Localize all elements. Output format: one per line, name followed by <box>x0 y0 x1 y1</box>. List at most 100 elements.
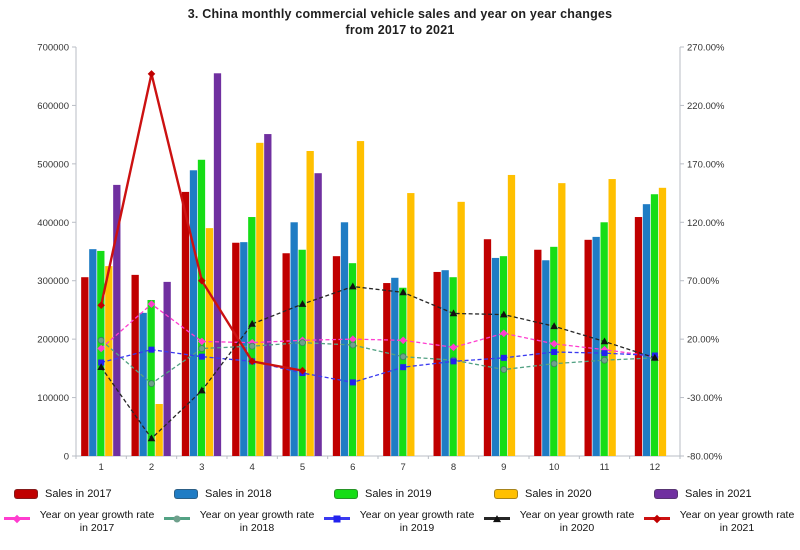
left-axis-tick-label: 400000 <box>37 218 69 229</box>
x-axis-category-label: 9 <box>501 462 506 473</box>
marker-growth-2018 <box>500 366 508 373</box>
legend-label-sales-2021: Sales in 2021 <box>685 488 752 500</box>
bar-sales-2018-m5 <box>290 222 298 456</box>
legend-item-growth-2018: Year on year growth rate in 2018 <box>160 509 320 534</box>
marker-growth-2020 <box>248 319 256 327</box>
legend-label-growth-2018: Year on year growth rate in 2018 <box>199 509 315 534</box>
marker-growth-2017 <box>500 329 508 338</box>
legend-label-growth-2021: Year on year growth rate in 2021 <box>679 509 795 534</box>
bar-sales-2020-m7 <box>407 193 415 457</box>
legend-item-sales-2019: Sales in 2019 <box>320 488 480 500</box>
bar-sales-2020-m6 <box>356 141 365 456</box>
bar-sales-2017-m4 <box>232 242 240 456</box>
marker-growth-2018 <box>349 341 357 349</box>
marker-growth-2019 <box>450 358 457 365</box>
right-axis-tick-label: 270.00% <box>687 43 725 54</box>
left-axis-tick-label: 200000 <box>37 335 69 346</box>
marker-growth-2018 <box>550 360 558 368</box>
marker-growth-2019 <box>601 350 608 357</box>
legend-item-sales-2018: Sales in 2018 <box>160 488 320 500</box>
legend-marker-diamond-icon <box>12 514 22 523</box>
line-growth-2017 <box>100 303 655 358</box>
right-axis-tick-label: 170.00% <box>687 159 725 170</box>
x-axis-category-label: 4 <box>250 462 255 473</box>
legend-label-growth-2019: Year on year growth rate in 2019 <box>359 509 475 534</box>
bar-sales-2018-m9 <box>491 257 500 456</box>
marker-growth-2018 <box>399 353 407 361</box>
right-axis-tick-label: 220.00% <box>687 101 725 112</box>
marker-growth-2019 <box>148 346 155 353</box>
legend-item-growth-2017: Year on year growth rate in 2017 <box>0 509 160 534</box>
right-axis-tick-label: 70.00% <box>687 276 720 287</box>
bar-sales-2017-m6 <box>332 256 341 456</box>
left-axis-tick-label: 500000 <box>37 159 69 170</box>
bar-sales-2020-m11 <box>608 179 616 456</box>
marker-growth-2021 <box>298 366 307 375</box>
legend-marker-square-icon <box>333 515 341 522</box>
marker-growth-2018 <box>601 356 608 364</box>
bar-sales-2019-m3 <box>197 159 206 456</box>
bar-sales-2017-m12 <box>634 217 643 456</box>
bar-sales-2021-m3 <box>213 73 222 457</box>
left-axis-tick-label: 700000 <box>37 43 69 54</box>
left-axis-tick-label: 600000 <box>37 101 69 112</box>
bar-sales-2021-m5 <box>314 173 322 456</box>
right-axis-tick-label: 120.00% <box>687 218 725 229</box>
marker-growth-2019 <box>198 353 205 360</box>
line-growth-2020 <box>100 285 656 440</box>
bar-sales-2020-m2 <box>155 403 163 456</box>
bar-sales-2019-m12 <box>650 194 659 457</box>
x-axis-category-label: 11 <box>600 462 610 473</box>
legend-marker-triangle-icon <box>493 514 501 522</box>
legend-label-growth-2020: Year on year growth rate in 2020 <box>519 509 635 534</box>
bar-sales-2017-m3 <box>181 191 190 456</box>
marker-growth-2020 <box>600 337 609 345</box>
x-axis-category-label: 2 <box>149 462 154 473</box>
bar-sales-2020-m10 <box>558 183 566 457</box>
marker-growth-2020 <box>198 386 206 394</box>
bar-sales-2019-m5 <box>298 249 306 456</box>
x-axis-category-label: 12 <box>650 462 661 473</box>
bar-sales-2018-m12 <box>642 204 651 456</box>
legend-swatch-sales-2021 <box>654 489 678 499</box>
marker-growth-2020 <box>97 363 105 370</box>
bar-sales-2021-m1 <box>113 184 121 457</box>
left-axis-tick-label: 100000 <box>37 393 69 404</box>
legend-swatch-sales-2019 <box>334 489 358 499</box>
marker-growth-2017 <box>97 344 105 353</box>
marker-growth-2017 <box>198 337 206 346</box>
bar-sales-2018-m7 <box>391 277 399 456</box>
bar-sales-2018-m2 <box>139 312 147 456</box>
bar-sales-2017-m11 <box>584 239 592 456</box>
marker-growth-2017 <box>600 345 609 354</box>
marker-growth-2020 <box>500 310 508 318</box>
x-axis-category-label: 6 <box>350 462 355 473</box>
bar-sales-2019-m1 <box>97 250 105 456</box>
legend-item-growth-2021: Year on year growth rate in 2021 <box>640 509 800 534</box>
marker-growth-2020 <box>399 288 407 296</box>
marker-growth-2017 <box>349 335 357 343</box>
x-axis-category-label: 5 <box>300 462 305 473</box>
chart-title-line2: from 2017 to 2021 <box>345 23 455 37</box>
marker-growth-2017 <box>550 340 558 348</box>
bar-sales-2021-m2 <box>163 281 171 456</box>
marker-growth-2017 <box>147 300 156 308</box>
marker-growth-2021 <box>198 276 206 285</box>
marker-growth-2021 <box>248 357 256 366</box>
legend-marker-diamond-icon <box>652 514 662 523</box>
bar-sales-2017-m7 <box>383 283 391 456</box>
bar-sales-2018-m6 <box>340 222 349 456</box>
legend-label-sales-2017: Sales in 2017 <box>45 488 112 500</box>
bar-sales-2018-m11 <box>592 236 600 456</box>
marker-growth-2021 <box>97 301 105 310</box>
marker-growth-2018 <box>248 342 256 350</box>
right-axis-tick-label: 20.00% <box>687 335 720 346</box>
legend-swatch-sales-2017 <box>14 489 38 499</box>
marker-growth-2019 <box>551 348 558 355</box>
bar-sales-2017-m8 <box>433 271 441 456</box>
legend-line-swatch-growth-2017 <box>4 514 30 523</box>
bar-sales-2019-m7 <box>399 287 407 456</box>
bar-sales-2017-m2 <box>131 274 139 456</box>
legend-item-sales-2017: Sales in 2017 <box>0 488 160 500</box>
legend-label-sales-2019: Sales in 2019 <box>365 488 432 500</box>
